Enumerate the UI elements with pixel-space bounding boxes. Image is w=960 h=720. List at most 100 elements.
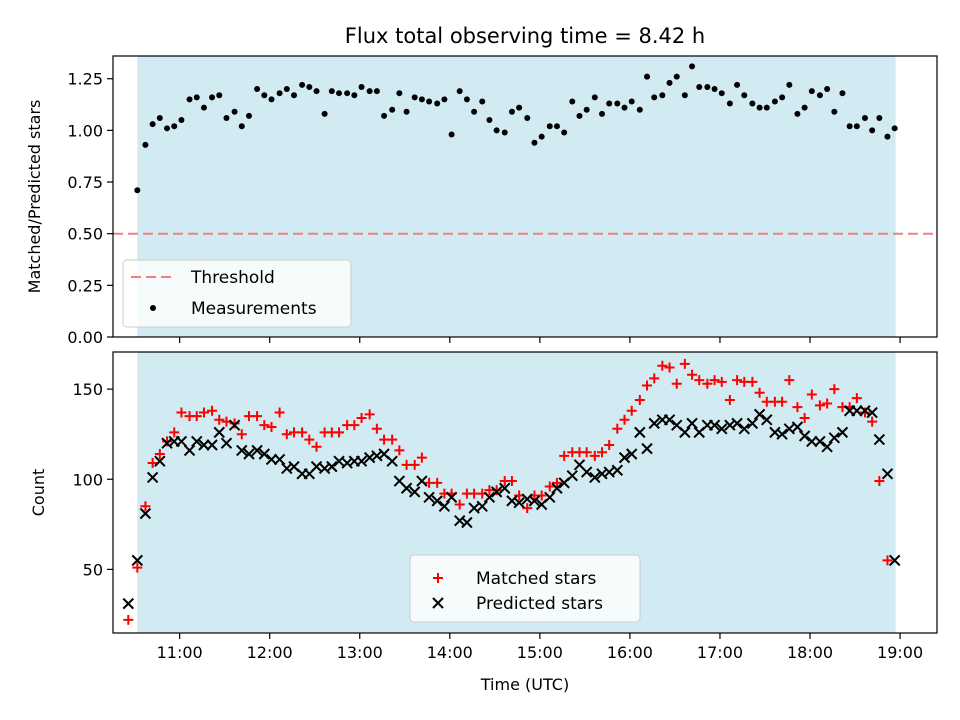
predicted-star-point: [634, 426, 646, 439]
matched-star-point: [162, 436, 173, 447]
matched-star-point: [664, 362, 675, 373]
matched-star-point: [806, 389, 817, 400]
matched-star-point: [266, 421, 277, 432]
measurement-point: [711, 86, 718, 93]
y-tick-label: 0.75: [67, 173, 103, 192]
matched-star-point: [214, 414, 225, 425]
predicted-star-point: [716, 423, 728, 435]
matched-star-point: [506, 476, 517, 487]
predicted-star-point: [386, 455, 398, 467]
predicted-star-point: [648, 417, 660, 430]
measurement-point: [531, 139, 538, 146]
measurement-point: [786, 81, 793, 88]
y-tick-label: 1.25: [67, 70, 103, 89]
matched-star-point: [154, 449, 165, 460]
legend-box: [122, 259, 352, 328]
measurement-point: [418, 96, 425, 103]
measurement-point: [358, 83, 365, 90]
measurement-point: [576, 112, 583, 119]
matched-star-point: [716, 376, 727, 387]
matched-star-point: [491, 485, 502, 496]
predicted-star-point: [821, 441, 833, 453]
matched-star-point: [604, 440, 615, 451]
measurement-point: [763, 104, 770, 111]
measurement-point: [493, 127, 500, 134]
y-tick-label: 0.25: [67, 276, 103, 295]
measurement-point: [156, 114, 163, 121]
predicted-star-point: [139, 507, 152, 520]
predicted-star-point: [761, 414, 773, 426]
measurement-point: [434, 100, 441, 107]
legend-box: [409, 554, 641, 623]
measurement-point: [516, 104, 523, 111]
measurement-point: [801, 104, 808, 111]
measurement-point: [726, 100, 733, 107]
measurement-point: [456, 88, 463, 95]
measurement-point: [381, 112, 388, 119]
measurement-point: [794, 110, 801, 117]
measurement-point: [861, 114, 868, 121]
matched-star-point: [349, 420, 360, 431]
measurement-point: [238, 123, 245, 130]
measurement-point: [771, 98, 778, 105]
measurement-point: [291, 92, 298, 99]
plot-frame: [112, 55, 938, 338]
measurement-point: [336, 90, 343, 97]
measurement-point: [508, 108, 515, 115]
measurement-point: [178, 117, 185, 124]
matched-star-point: [132, 562, 143, 573]
measurement-point: [696, 83, 703, 90]
legend-measurements-label: Measurements: [191, 299, 317, 319]
matched-star-point: [416, 452, 427, 463]
matched-star-point: [687, 369, 698, 380]
matched-star-point: [274, 407, 285, 418]
measurement-point: [268, 96, 275, 103]
predicted-star-point: [206, 439, 218, 451]
matched-star-point: [551, 477, 562, 488]
matched-star-point: [334, 427, 345, 438]
x-tick-label: 19:00: [877, 643, 923, 662]
predicted-star-point: [423, 491, 435, 503]
measurement-point: [396, 90, 403, 97]
predicted-star-point: [408, 486, 421, 498]
predicted-star-point: [251, 444, 263, 457]
measurement-point: [389, 106, 396, 113]
matched-star-point: [252, 411, 263, 422]
measurement-point: [254, 86, 261, 93]
measurement-point: [283, 86, 290, 93]
measurement-point: [741, 92, 748, 99]
measurement-point: [628, 98, 635, 105]
measurement-point: [209, 94, 216, 101]
measurement-point: [344, 90, 351, 97]
predicted-star-point: [798, 430, 811, 442]
measurement-point: [756, 104, 763, 111]
predicted-star-point: [873, 433, 886, 446]
measurement-point: [846, 123, 853, 130]
measurement-point: [142, 141, 149, 148]
matched-star-point: [777, 396, 788, 407]
measurement-point: [486, 117, 493, 124]
measurement-point: [501, 129, 508, 136]
matched-star-point: [859, 407, 870, 418]
y-tick-label: 1.00: [67, 121, 103, 140]
legend-measurements-swatch: [150, 305, 156, 311]
x-tick-label: 13:00: [337, 643, 383, 662]
matched-star-point: [371, 423, 382, 434]
measurement-point: [313, 88, 320, 95]
matched-star-point: [702, 378, 713, 389]
matched-star-point: [169, 427, 180, 438]
legend-threshold-label: Threshold: [190, 268, 275, 288]
predicted-star-point: [400, 482, 413, 494]
matched-star-point: [281, 429, 292, 440]
measurement-point: [718, 90, 725, 97]
measurement-point: [659, 92, 666, 99]
predicted-star-point: [513, 496, 525, 509]
predicted-star-point: [566, 469, 578, 482]
measurement-point: [749, 100, 756, 107]
predicted-star-point: [679, 426, 691, 439]
matched-star-point: [356, 412, 367, 423]
measurement-point: [704, 83, 711, 90]
matched-star-point: [596, 447, 607, 458]
matched-star-point: [657, 360, 668, 371]
